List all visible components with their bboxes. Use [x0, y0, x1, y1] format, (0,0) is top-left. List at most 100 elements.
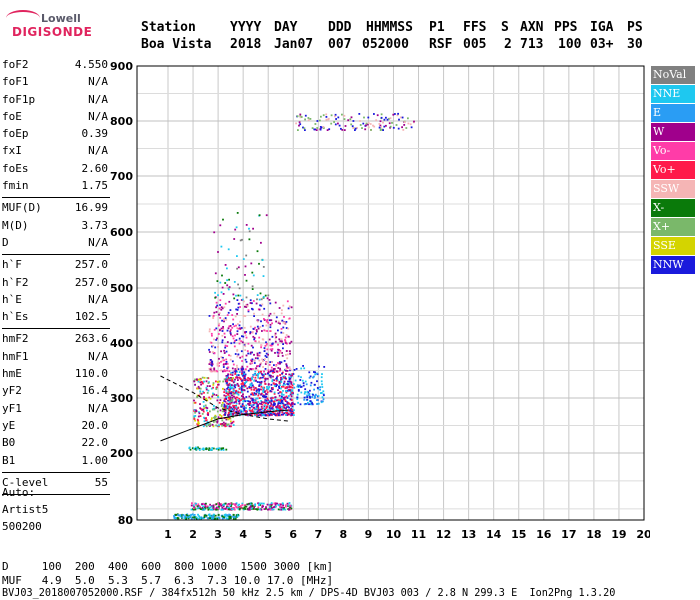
param-value: 263.6: [74, 332, 108, 346]
echo-point: [278, 412, 281, 415]
echo-point: [197, 378, 200, 381]
echo-point: [289, 505, 292, 507]
echo-point: [279, 362, 281, 365]
echo-point: [208, 447, 211, 450]
echo-point: [330, 122, 333, 125]
echo-point: [273, 312, 276, 315]
echo-point: [211, 364, 213, 367]
echo-point: [370, 129, 372, 131]
echo-point: [225, 378, 227, 381]
echo-point: [232, 323, 234, 326]
echo-point: [225, 358, 228, 361]
echo-point: [284, 322, 286, 324]
echo-point: [212, 394, 214, 396]
echo-point: [191, 447, 194, 450]
echo-point: [325, 116, 328, 118]
echo-point: [202, 505, 205, 508]
echo-point: [402, 129, 405, 131]
echo-point: [278, 387, 281, 389]
echo-point: [242, 410, 244, 413]
echo-point: [361, 127, 363, 129]
echo-point: [212, 382, 215, 384]
echo-point: [249, 407, 251, 409]
echo-point: [290, 408, 292, 410]
echo-point: [304, 129, 306, 131]
echo-point: [223, 352, 226, 354]
echo-point: [249, 409, 252, 412]
echo-point: [249, 377, 252, 380]
echo-point: [316, 380, 318, 383]
echo-point: [280, 361, 283, 364]
param-key: foF1: [2, 75, 29, 89]
echo-point: [197, 415, 200, 418]
echo-point: [304, 118, 306, 121]
echo-point: [268, 319, 271, 322]
echo-point: [236, 412, 239, 415]
header-label-9: PPS: [554, 20, 578, 35]
echo-point: [292, 373, 295, 375]
echo-point: [244, 274, 246, 276]
echo-point: [287, 380, 289, 383]
echo-point: [213, 393, 215, 396]
echo-point: [221, 341, 224, 344]
echo-point: [237, 391, 240, 394]
echo-point: [306, 396, 309, 398]
echo-point: [263, 350, 266, 352]
echo-point: [281, 400, 283, 402]
echo-point: [266, 387, 269, 390]
echo-point: [288, 382, 291, 384]
param-value: 4.550: [74, 58, 108, 71]
echo-point: [237, 393, 240, 396]
echo-point: [310, 401, 313, 403]
param-separator: [2, 328, 110, 330]
echo-point: [236, 506, 238, 509]
echo-point: [282, 506, 284, 509]
echo-point: [236, 374, 238, 376]
header-value-5: RSF: [429, 37, 453, 52]
echo-point: [257, 502, 259, 505]
echo-point: [212, 504, 215, 507]
echo-point: [284, 505, 287, 508]
echo-point: [196, 394, 199, 397]
echo-point: [220, 291, 223, 294]
echo-point: [244, 349, 247, 351]
echo-point: [229, 504, 232, 507]
echo-point: [235, 399, 238, 401]
echo-point: [198, 412, 201, 415]
echo-point: [252, 386, 255, 388]
param-value: N/A: [88, 144, 108, 158]
echo-point: [239, 356, 242, 359]
echo-point: [207, 422, 210, 425]
echo-point: [259, 402, 261, 405]
x-tick-label: 1: [164, 528, 172, 541]
echo-point: [247, 379, 250, 382]
echo-point: [262, 414, 265, 417]
echo-point: [244, 410, 247, 413]
echo-point: [264, 382, 267, 385]
echo-point: [258, 336, 261, 339]
echo-point: [238, 339, 241, 342]
echo-point: [303, 403, 306, 406]
echo-point: [274, 414, 277, 416]
echo-point: [250, 344, 253, 347]
echo-point: [197, 513, 199, 516]
echo-point: [223, 398, 226, 401]
echo-point: [235, 514, 238, 517]
echo-point: [262, 502, 265, 505]
echo-point: [217, 502, 219, 505]
echo-point: [251, 360, 253, 362]
legend-item-ssw: SSW: [651, 180, 695, 198]
echo-point: [245, 354, 248, 357]
echo-point: [235, 308, 238, 311]
echo-point: [232, 363, 235, 366]
echo-point: [253, 413, 256, 415]
echo-point: [229, 385, 232, 387]
echo-point: [233, 384, 236, 386]
echo-point: [217, 383, 220, 386]
echo-point: [300, 116, 303, 118]
echo-point: [275, 316, 278, 319]
echo-point: [280, 503, 282, 506]
x-tick-label: 7: [314, 528, 322, 541]
echo-point: [313, 388, 315, 391]
echo-point: [296, 398, 299, 400]
